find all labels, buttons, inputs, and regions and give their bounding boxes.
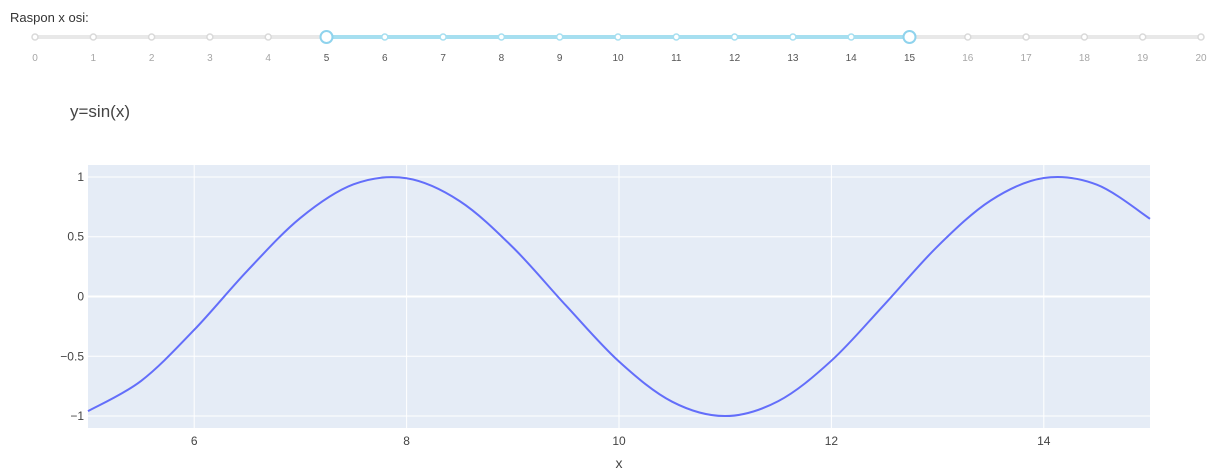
slider-dot [555,33,564,41]
slider-dot [1138,33,1147,41]
slider-dot [847,33,855,41]
slider-mark-label: 9 [557,53,563,64]
slider-mark-label: 5 [324,53,330,64]
slider-handle-high[interactable] [902,30,917,44]
slider-mark-label: 4 [265,53,271,64]
slider-mark-label: 6 [382,53,388,64]
slider-mark-label: 18 [1079,53,1091,64]
slider-mark-label: 7 [440,53,446,64]
x-range-slider[interactable]: 0 1 2 3 4 5 6 7 8 9 10 11 12 13 14 15 16 17 18 19 20 [0,0,1213,70]
slider-dot [147,33,156,41]
y-tick-label: −0.5 [60,349,84,363]
x-axis-label: x [616,455,623,469]
slider-mark-label: 13 [787,53,799,64]
slider-dot [730,33,739,41]
x-tick-label: 10 [612,434,626,448]
slider-mark-label: 2 [149,53,155,64]
slider-mark-label: 20 [1195,53,1207,64]
slider-dot [497,33,506,41]
slider-mark-label: 12 [729,53,741,64]
slider-dot [381,33,389,41]
y-tick-label: 0 [77,290,84,304]
x-tick-label: 14 [1037,434,1051,448]
x-tick-label: 12 [825,434,839,448]
slider-dot [31,33,39,41]
slider-mark-label: 10 [612,53,624,64]
slider-dot [1022,33,1030,41]
slider-dot [672,33,681,41]
slider-mark-label: 3 [207,53,213,64]
slider-dot [439,33,447,41]
chart-title: y=sin(x) [70,102,130,121]
sine-series-line [87,176,1151,418]
x-tick-label: 8 [403,434,410,448]
y-tick-label: 1 [77,170,84,184]
slider-mark-label: 15 [904,53,916,64]
slider-mark-label: 8 [499,53,505,64]
slider-mark-label: 1 [91,53,97,64]
range-slider-label: Raspon x osi: [10,10,89,25]
y-tick-label: −1 [70,409,84,423]
slider-mark-label: 11 [671,53,682,64]
slider-mark-label: 16 [962,53,974,64]
slider-dot [614,33,622,41]
slider-mark-label: 0 [32,53,38,64]
slider-dot [964,33,972,41]
slider-handle-low[interactable] [319,30,334,44]
slider-dot [264,33,272,41]
slider-mark-label: 14 [846,53,858,64]
x-tick-label: 6 [191,434,198,448]
y-tick-label: 0.5 [67,230,84,244]
slider-dot [1197,33,1205,41]
slider-mark-label: 19 [1137,53,1149,64]
slider-mark-label: 17 [1021,53,1033,64]
slider-dot [789,33,797,41]
slider-dot [1080,33,1089,41]
slider-dot [206,33,214,41]
slider-dot [89,33,98,41]
